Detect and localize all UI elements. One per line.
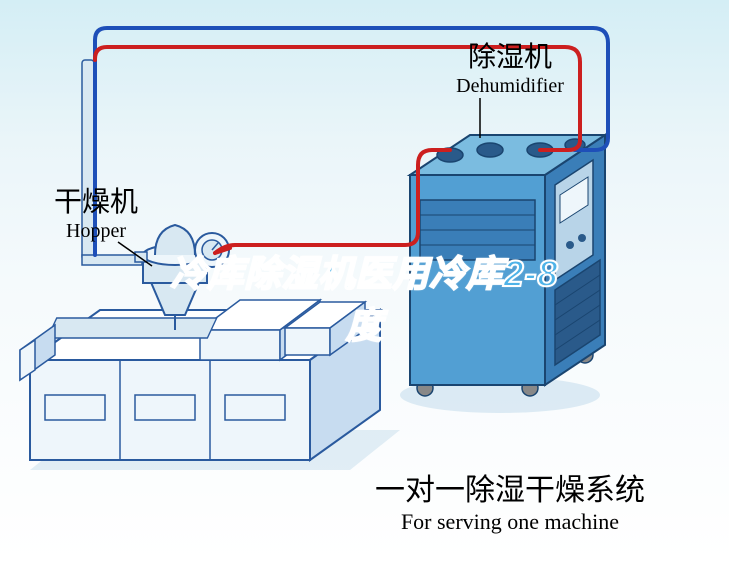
system-title-en: For serving one machine [320, 509, 700, 535]
dehumidifier-label: 除湿机 Dehumidifier [410, 35, 610, 98]
hopper-label-cn: 干燥机 [36, 180, 156, 220]
extrusion-machine [20, 300, 400, 470]
dehumidifier-label-cn: 除湿机 [410, 35, 610, 75]
hopper-label: 干燥机 Hopper [36, 180, 156, 243]
hopper-label-en: Hopper [36, 220, 156, 243]
dehumidifier-label-en: Dehumidifier [410, 75, 610, 98]
system-title: 一对一除湿干燥系统 For serving one machine [320, 465, 700, 535]
dehumidifier-box [400, 135, 605, 413]
system-title-cn: 一对一除湿干燥系统 [320, 465, 700, 509]
